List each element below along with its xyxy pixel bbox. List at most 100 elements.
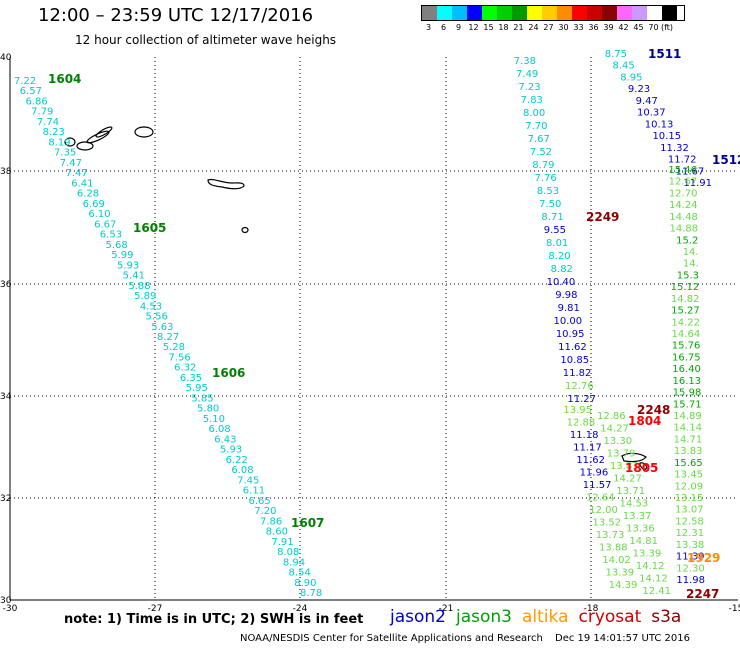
wave-height-value: 10.15 bbox=[652, 131, 681, 142]
x-tick-label: -15 bbox=[729, 604, 740, 614]
wave-height-value: 4.53 bbox=[140, 301, 162, 312]
legend-label: 12 bbox=[468, 23, 479, 32]
wave-height-value: 8.20 bbox=[548, 251, 570, 262]
wave-height-value: 13.45 bbox=[674, 470, 703, 481]
legend-swatch bbox=[497, 6, 512, 20]
wave-height-value: 8.79 bbox=[532, 160, 554, 171]
wave-height-value: 10.13 bbox=[645, 119, 674, 130]
wave-height-value: 5.28 bbox=[163, 342, 185, 353]
x-tick-label: -18 bbox=[584, 604, 599, 614]
wave-height-value: 8.90 bbox=[294, 578, 316, 589]
wave-height-value: 13.38 bbox=[676, 540, 705, 551]
generated-timestamp: Dec 19 14:01:57 UTC 2016 bbox=[555, 633, 690, 644]
legend-label: 27 bbox=[543, 23, 554, 32]
wave-height-value: 6.28 bbox=[77, 189, 99, 200]
satellite-name: jason2 bbox=[390, 607, 446, 627]
legend-swatch bbox=[542, 6, 557, 20]
wave-height-value: 10.00 bbox=[554, 316, 583, 327]
legend-label: 6 bbox=[440, 23, 447, 32]
wave-height-value: 14.64 bbox=[672, 329, 701, 340]
island-terceira bbox=[134, 126, 154, 138]
wave-height-value: 11.57 bbox=[583, 480, 612, 491]
wave-height-value: 13.95 bbox=[563, 405, 592, 416]
wave-height-value: 5.10 bbox=[203, 414, 225, 425]
wave-height-value: 7.45 bbox=[237, 475, 259, 486]
wave-height-value: 12.64 bbox=[586, 492, 615, 503]
y-tick-label: 34 bbox=[0, 392, 12, 402]
y-tick-label: 38 bbox=[0, 167, 12, 177]
wave-height-value: 11.82 bbox=[563, 368, 592, 379]
track-pass-label: 1605 bbox=[133, 221, 166, 235]
wave-height-value: 16.13 bbox=[672, 376, 701, 387]
wave-height-value: 7.50 bbox=[539, 199, 561, 210]
wave-height-value: 16.40 bbox=[672, 364, 701, 375]
wave-height-value: 14.39 bbox=[609, 580, 638, 591]
y-tick-label: 30 bbox=[0, 596, 12, 606]
wave-height-value: 14.27 bbox=[613, 474, 642, 485]
wave-height-value: 8.01 bbox=[546, 238, 568, 249]
wave-height-value: 8.71 bbox=[541, 212, 563, 223]
wave-height-value: 12.31 bbox=[675, 528, 704, 539]
wave-height-value: 14.53 bbox=[620, 499, 649, 510]
wave-height-value: 13.79 bbox=[607, 449, 636, 460]
wave-height-value: 12.41 bbox=[642, 586, 671, 597]
wave-height-value: 11.32 bbox=[660, 143, 689, 154]
legend-swatch bbox=[602, 6, 617, 20]
wave-height-value: 5.41 bbox=[123, 271, 145, 282]
y-tick-label: 32 bbox=[0, 494, 11, 504]
wave-height-value: 14.22 bbox=[671, 317, 700, 328]
satellite-name: altika bbox=[522, 607, 569, 627]
wave-height-value: 13.39 bbox=[633, 549, 662, 560]
footer-note: note: 1) Time is in UTC; 2) SWH is in fe… bbox=[64, 612, 364, 627]
satellite-name: jason3 bbox=[456, 607, 512, 627]
wave-height-value: 14.02 bbox=[602, 555, 631, 566]
wave-height-value: 11.98 bbox=[676, 575, 705, 586]
track-pass-label: 1604 bbox=[48, 72, 81, 86]
wave-height-value: 15.27 bbox=[671, 306, 700, 317]
legend-label: 45 bbox=[633, 23, 644, 32]
wave-height-value: 14.12 bbox=[639, 574, 668, 585]
wave-height-value: 11.17 bbox=[573, 442, 602, 453]
wave-height-value: 8.23 bbox=[43, 127, 65, 138]
island-santa-maria bbox=[241, 226, 249, 234]
wave-height-value: 5.68 bbox=[106, 240, 128, 251]
map-frame bbox=[9, 57, 738, 601]
island-flores bbox=[64, 137, 76, 147]
wave-height-value: 9.23 bbox=[628, 84, 650, 95]
wave-height-value: 15.3 bbox=[677, 270, 699, 281]
wave-height-value: 8.45 bbox=[612, 61, 634, 72]
island-porto-santo bbox=[639, 462, 648, 470]
legend-label: 36 bbox=[588, 23, 599, 32]
track-pass-label: 1929 bbox=[687, 551, 720, 565]
legend-color-bar bbox=[421, 5, 685, 21]
wave-height-value: 15.76 bbox=[672, 341, 701, 352]
wave-height-value: 12.00 bbox=[589, 505, 618, 516]
wave-height-value: 10.85 bbox=[560, 355, 589, 366]
wave-height-value: 14.82 bbox=[671, 294, 700, 305]
legend-label: 70 bbox=[648, 23, 659, 32]
island-sao-miguel bbox=[207, 178, 245, 190]
legend-label: 15 bbox=[483, 23, 494, 32]
wave-height-value: 6.10 bbox=[88, 209, 110, 220]
legend-swatch bbox=[512, 6, 527, 20]
wave-height-value: 14.12 bbox=[636, 561, 665, 572]
axis-ticks: -30 -27 -24 -21 -18 -15 40 38 36 34 32 30 bbox=[0, 53, 740, 614]
wave-height-value: 13.15 bbox=[675, 493, 704, 504]
map-grid bbox=[10, 57, 738, 600]
wave-height-value: 14. bbox=[683, 259, 699, 270]
wave-height-value: 8.95 bbox=[620, 72, 642, 83]
wave-height-value: 11.27 bbox=[567, 394, 596, 405]
track-pass-label: 1804 bbox=[628, 414, 661, 428]
wave-height-value: 5.88 bbox=[128, 281, 150, 292]
legend-label: 21 bbox=[513, 23, 524, 32]
wave-height-value: 7.47 bbox=[65, 168, 87, 179]
legend-swatch bbox=[632, 6, 647, 20]
wave-height-value: 11.62 bbox=[558, 342, 587, 353]
wave-height-value: 12.86 bbox=[597, 411, 626, 422]
legend-labels: 3 6 9 12 15 18 21 24 27 30 33 36 39 42 45 70 (ft) bbox=[421, 23, 685, 32]
wave-height-value: 15.46 bbox=[668, 165, 697, 176]
wave-height-value: 6.35 bbox=[180, 373, 202, 384]
track-pass-label: 2249 bbox=[586, 210, 619, 224]
wave-height-value: 11.39 bbox=[676, 552, 705, 563]
